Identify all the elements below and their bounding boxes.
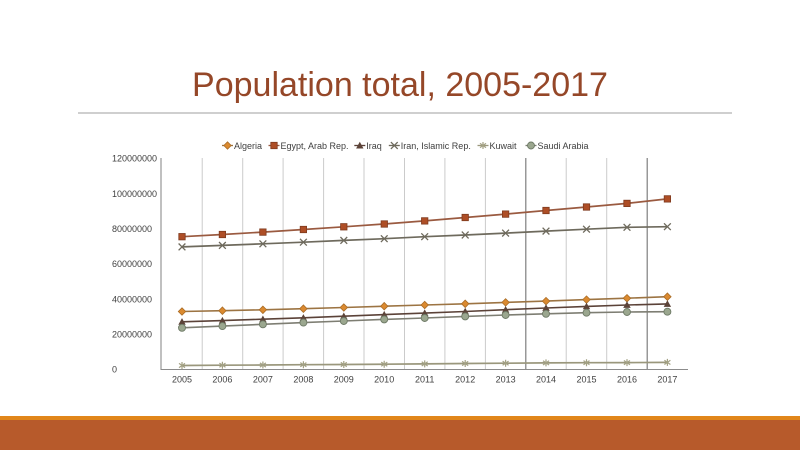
svg-text:2014: 2014 xyxy=(536,375,556,385)
svg-text:80000000: 80000000 xyxy=(112,224,152,234)
svg-text:20000000: 20000000 xyxy=(112,330,152,340)
svg-text:120000000: 120000000 xyxy=(112,154,157,164)
svg-text:0: 0 xyxy=(112,365,117,375)
svg-text:2011: 2011 xyxy=(415,375,434,385)
svg-text:2015: 2015 xyxy=(576,375,596,385)
svg-text:2006: 2006 xyxy=(212,375,232,385)
svg-text:2017: 2017 xyxy=(657,375,677,385)
svg-text:Kuwait: Kuwait xyxy=(490,141,518,151)
svg-text:Algeria: Algeria xyxy=(234,141,262,151)
svg-text:Egypt, Arab Rep.: Egypt, Arab Rep. xyxy=(281,141,349,151)
svg-text:Saudi Arabia: Saudi Arabia xyxy=(538,141,589,151)
svg-text:2008: 2008 xyxy=(293,375,313,385)
svg-text:100000000: 100000000 xyxy=(112,189,157,199)
svg-text:2010: 2010 xyxy=(374,375,394,385)
svg-text:40000000: 40000000 xyxy=(112,294,152,304)
svg-text:Iraq: Iraq xyxy=(366,141,382,151)
svg-text:2005: 2005 xyxy=(172,375,192,385)
svg-text:2013: 2013 xyxy=(496,375,516,385)
svg-text:2009: 2009 xyxy=(334,375,354,385)
svg-text:2016: 2016 xyxy=(617,375,637,385)
svg-text:2012: 2012 xyxy=(455,375,475,385)
svg-text:2007: 2007 xyxy=(253,375,273,385)
svg-text:60000000: 60000000 xyxy=(112,259,152,269)
svg-text:Iran, Islamic Rep.: Iran, Islamic Rep. xyxy=(401,141,471,151)
